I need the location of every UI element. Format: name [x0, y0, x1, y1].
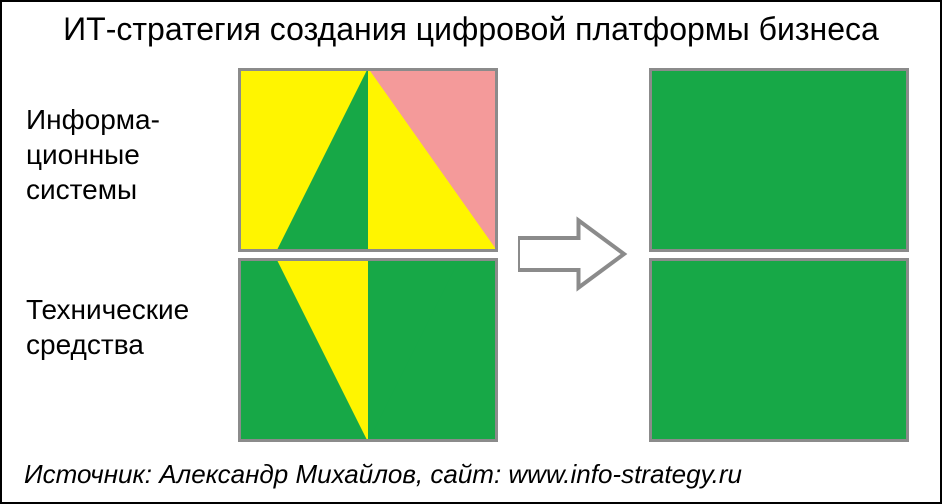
right-top-svg [649, 68, 909, 252]
label-tech-means: Технические средства [26, 292, 189, 362]
transform-arrow-icon [518, 214, 628, 294]
right-box-bottom-panel [649, 258, 909, 442]
diagram-title: ИТ-стратегия создания цифровой платформы… [2, 10, 940, 48]
left-bottom-svg [238, 258, 498, 442]
diagram-frame: ИТ-стратегия создания цифровой платформы… [0, 0, 942, 504]
left-box-top-panel [238, 68, 498, 252]
right-box-top-panel [649, 68, 909, 252]
left-top-svg [238, 68, 498, 252]
right-bottom-svg [649, 258, 909, 442]
left-box-bottom-panel [238, 258, 498, 442]
source-attribution: Источник: Александр Михайлов, сайт: www.… [24, 459, 742, 490]
label-info-systems: Информа- ционные системы [26, 102, 160, 207]
